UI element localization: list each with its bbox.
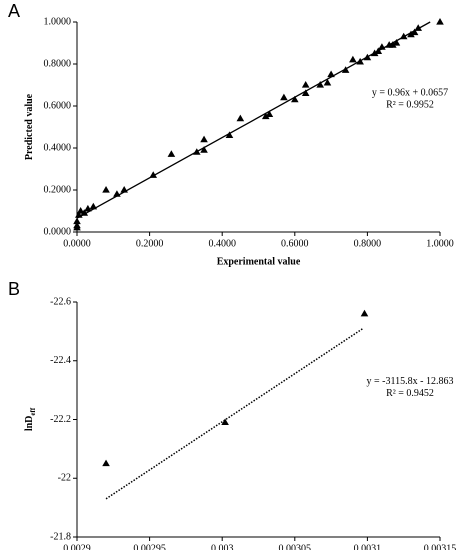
trendline (76, 21, 431, 219)
data-point (436, 18, 444, 25)
data-point (392, 39, 401, 46)
data-point (301, 81, 310, 88)
data-point (280, 93, 288, 101)
data-point (75, 211, 83, 218)
y-axis-label-main: Predicted value (24, 93, 35, 160)
trendline (105, 327, 364, 500)
data-point (192, 148, 201, 155)
data-point (341, 66, 350, 73)
data-point (102, 459, 110, 467)
y-tick-label: -22.4 (50, 355, 71, 366)
data-point (200, 146, 208, 153)
data-point (225, 131, 234, 138)
x-tick-label: 0.0029 (63, 543, 91, 550)
data-point (76, 207, 85, 214)
r-squared: R² = 0.9452 (386, 388, 434, 399)
data-point (149, 171, 158, 178)
data-point (363, 53, 372, 61)
data-point (261, 112, 270, 120)
y-tick-label: 1.0000 (44, 16, 72, 27)
data-point (167, 150, 176, 157)
data-point (349, 55, 357, 63)
data-point (399, 32, 408, 40)
y-tick-label: -22.2 (50, 414, 71, 425)
data-point (84, 204, 92, 212)
y-tick-label: -22 (58, 473, 71, 484)
x-tick-label: 0.00295 (133, 543, 166, 550)
data-point (378, 43, 386, 50)
x-tick-label: 0.4000 (208, 238, 236, 249)
x-tick-label: 0.00315 (424, 543, 457, 550)
x-tick-label: 0.00305 (279, 543, 312, 550)
r-squared: R² = 0.9952 (386, 100, 434, 111)
y-axis-label-main: lnD (24, 416, 35, 432)
data-point (356, 57, 364, 65)
x-axis-label: Experimental value (217, 256, 301, 267)
data-point (370, 49, 379, 57)
data-point (414, 24, 423, 31)
y-tick-label: 0.2000 (44, 184, 72, 195)
y-tick-label: 0.6000 (44, 100, 72, 111)
y-tick-label: 0.4000 (44, 142, 72, 153)
x-tick-label: 1.0000 (426, 238, 454, 249)
data-point (410, 28, 419, 36)
data-point (221, 418, 229, 426)
data-point (323, 78, 332, 86)
x-tick-label: 0.003 (211, 543, 234, 550)
x-tick-label: 0.0000 (63, 238, 91, 249)
data-point (73, 221, 81, 229)
data-point (301, 89, 310, 96)
data-point (291, 95, 299, 103)
data-point (102, 186, 110, 193)
data-point (265, 110, 274, 117)
data-point (80, 209, 89, 216)
y-tick-label: 0.0000 (44, 226, 72, 237)
equation: y = 0.96x + 0.0657 (372, 88, 448, 99)
data-point (73, 217, 81, 225)
data-point (113, 190, 121, 197)
y-tick-label: -22.6 (50, 296, 71, 307)
panel-label: A (8, 1, 20, 21)
y-tick-label: -21.8 (50, 531, 71, 542)
data-point (120, 186, 128, 193)
data-point (327, 70, 335, 78)
data-point (389, 41, 397, 48)
equation: y = -3115.8x - 12.863 (367, 376, 454, 387)
data-point (316, 81, 325, 88)
x-tick-label: 0.8000 (354, 238, 382, 249)
y-axis-label: lnDeff (24, 407, 36, 431)
data-point (407, 30, 415, 38)
data-point (236, 114, 245, 122)
y-axis-label-sub: eff (29, 407, 37, 415)
data-point (200, 135, 208, 143)
x-tick-label: 0.6000 (281, 238, 309, 249)
data-point (89, 202, 98, 210)
y-tick-label: 0.8000 (44, 58, 72, 69)
data-point (374, 47, 383, 54)
x-tick-label: 0.2000 (136, 238, 164, 249)
y-axis-label: Predicted value (24, 93, 35, 160)
data-point (360, 309, 369, 317)
panel-label: B (8, 279, 20, 299)
x-tick-label: 0.0031 (354, 543, 382, 550)
